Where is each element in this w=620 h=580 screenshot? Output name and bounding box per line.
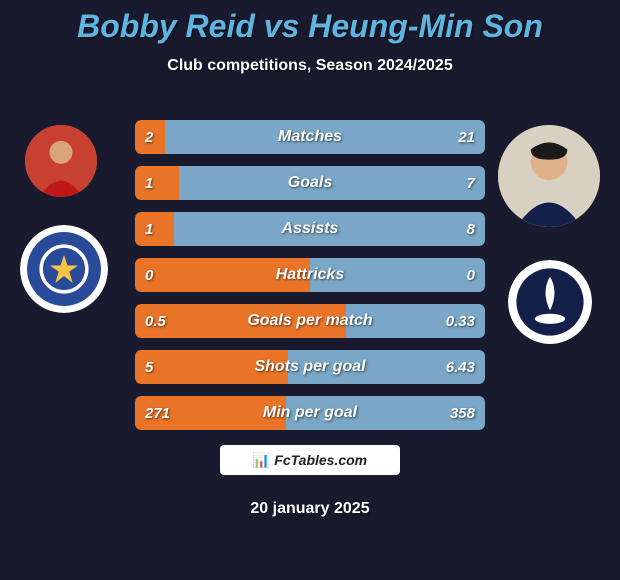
comparison-title: Bobby Reid vs Heung-Min Son <box>0 0 620 45</box>
stat-row: 17Goals <box>135 166 485 200</box>
comparison-bars: 221Matches 17Goals 18Assists 00Hattricks 0.5… <box>135 120 485 442</box>
stat-row: 18Assists <box>135 212 485 246</box>
stat-row: 271358Min per goal <box>135 396 485 430</box>
watermark-logo: FcTables.com <box>220 445 400 475</box>
player-a-avatar <box>25 125 97 197</box>
player-a-club-logo <box>20 225 108 313</box>
stat-label: Hattricks <box>135 258 485 292</box>
stat-row: 56.43Shots per goal <box>135 350 485 384</box>
stat-label: Matches <box>135 120 485 154</box>
comparison-subtitle: Club competitions, Season 2024/2025 <box>0 57 620 75</box>
stat-row: 0.50.33Goals per match <box>135 304 485 338</box>
watermark-text: FcTables.com <box>274 452 367 468</box>
stat-label: Shots per goal <box>135 350 485 384</box>
stat-label: Goals <box>135 166 485 200</box>
stat-label: Min per goal <box>135 396 485 430</box>
player-b-club-logo <box>508 260 592 344</box>
stat-label: Assists <box>135 212 485 246</box>
stat-row: 221Matches <box>135 120 485 154</box>
stat-row: 00Hattricks <box>135 258 485 292</box>
comparison-date: 20 january 2025 <box>0 500 620 518</box>
player-b-avatar <box>498 125 600 227</box>
stat-label: Goals per match <box>135 304 485 338</box>
